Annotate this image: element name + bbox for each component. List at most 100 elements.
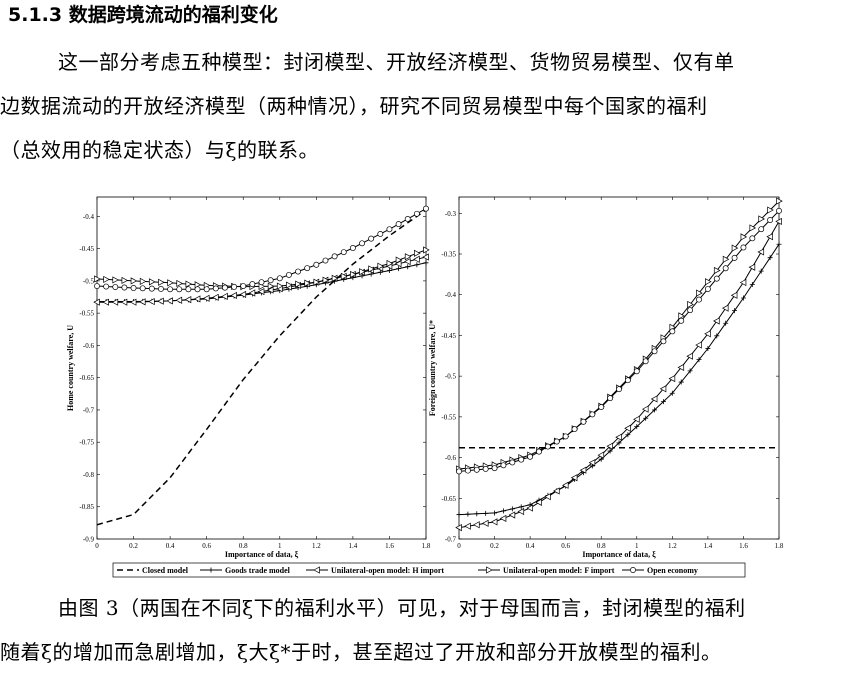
triangle-right-marker bbox=[722, 255, 730, 263]
series-path bbox=[458, 200, 780, 470]
circle-marker bbox=[139, 285, 146, 292]
legend-label: Open economy bbox=[647, 566, 698, 575]
section-heading: 5.1.3 数据跨境流动的福利变化 bbox=[8, 4, 278, 26]
plus-marker bbox=[195, 296, 201, 302]
circle-marker bbox=[276, 275, 283, 282]
circle-marker bbox=[749, 235, 756, 242]
circle-marker bbox=[473, 466, 480, 473]
triangle-left-marker bbox=[184, 296, 192, 304]
triangle-right-marker bbox=[222, 282, 229, 290]
triangle-left-marker bbox=[473, 521, 480, 529]
circle-marker bbox=[167, 286, 174, 293]
triangle-right-marker bbox=[669, 323, 677, 331]
plus-marker bbox=[185, 297, 191, 303]
triangle-right-marker bbox=[482, 462, 490, 470]
series-line bbox=[456, 207, 782, 475]
circle-marker bbox=[598, 404, 605, 411]
triangle-right-marker bbox=[491, 461, 499, 469]
plus-marker bbox=[749, 282, 755, 288]
triangle-left-marker bbox=[730, 291, 738, 299]
plus-marker bbox=[518, 504, 524, 510]
circle-marker bbox=[322, 257, 329, 264]
plus-marker bbox=[313, 282, 319, 288]
circle-marker bbox=[527, 453, 534, 460]
plus-marker bbox=[572, 476, 578, 482]
y-tick-label: -0.5 bbox=[83, 277, 95, 285]
triangle-left-marker bbox=[517, 507, 525, 516]
triangle-right-marker bbox=[167, 279, 174, 287]
home-welfare-chart: 0 0.2 0.4 0.6 0.8 1 1.2 1.4 1.6 1.8 -0.4 -0.45 -0.5 -… bbox=[66, 196, 431, 559]
y-tick-label: -0.7 bbox=[83, 406, 95, 414]
triangle-right-marker bbox=[377, 262, 385, 270]
series-line bbox=[455, 217, 782, 532]
y-tick-label: -0.3 bbox=[445, 210, 457, 218]
triangle-left-marker bbox=[499, 514, 507, 523]
legend-label: Closed model bbox=[142, 566, 189, 575]
legend-label: Unilateral-open model: F import bbox=[503, 566, 615, 575]
triangle-right-marker bbox=[176, 279, 183, 288]
circle-marker bbox=[616, 386, 622, 393]
circle-marker bbox=[94, 283, 100, 289]
triangle-right-marker bbox=[350, 270, 357, 279]
circle-marker bbox=[500, 462, 507, 469]
triangle-right-marker bbox=[731, 244, 739, 252]
triangle-right-marker bbox=[642, 355, 650, 363]
y-tick-label: -0.75 bbox=[79, 439, 94, 447]
triangle-right-marker bbox=[423, 246, 430, 254]
triangle-right-marker bbox=[185, 280, 193, 288]
triangle-right-marker bbox=[660, 334, 668, 342]
plus-marker bbox=[740, 295, 746, 301]
circle-marker bbox=[696, 296, 702, 303]
plus-marker bbox=[536, 497, 542, 503]
triangle-right-marker bbox=[249, 282, 257, 291]
triangle-right-marker bbox=[536, 446, 543, 455]
plus-marker bbox=[259, 290, 264, 296]
circle-marker bbox=[722, 265, 729, 272]
plus-marker bbox=[527, 502, 533, 508]
circle-marker bbox=[395, 221, 402, 228]
circle-marker bbox=[112, 284, 119, 290]
circle-marker bbox=[285, 271, 292, 278]
circle-marker bbox=[203, 286, 210, 293]
paragraph-line: 由图 3（两国在不同ξ下的福利水平）可见，对于母国而言，封闭模型的福利 bbox=[58, 596, 746, 620]
plus-marker bbox=[213, 295, 219, 301]
plus-marker bbox=[112, 299, 118, 305]
triangle-right-marker bbox=[456, 465, 463, 473]
triangle-right-marker bbox=[776, 197, 783, 205]
y-tick-label: -0.7 bbox=[445, 536, 457, 544]
x-tick-label: 0.2 bbox=[490, 542, 499, 550]
triangle-right-marker bbox=[158, 278, 165, 286]
plus-marker bbox=[131, 299, 137, 305]
triangle-right-marker bbox=[553, 437, 561, 445]
triangle-left-marker bbox=[93, 298, 100, 306]
triangle-left-marker bbox=[553, 487, 560, 495]
x-tick-label: 1.2 bbox=[668, 542, 677, 550]
plus-marker bbox=[240, 292, 246, 298]
discussion-paragraph: 由图 3（两国在不同ξ下的福利水平）可见，对于母国而言，封闭模型的福利 随着ξ的… bbox=[0, 586, 840, 674]
circle-marker bbox=[767, 217, 774, 223]
series-path bbox=[96, 209, 427, 526]
circle-marker bbox=[413, 210, 420, 217]
triangle-left-marker bbox=[739, 278, 747, 287]
triangle-left-marker bbox=[757, 248, 765, 256]
x-tick-label: 0.8 bbox=[597, 542, 606, 550]
triangle-right-marker bbox=[465, 464, 472, 472]
triangle-right-marker bbox=[545, 442, 552, 450]
circle-marker bbox=[660, 338, 667, 345]
triangle-left-marker bbox=[248, 289, 256, 297]
circle-marker bbox=[240, 283, 247, 289]
plus-marker bbox=[368, 271, 374, 277]
plus-marker bbox=[598, 456, 604, 462]
plus-marker bbox=[140, 298, 146, 304]
triangle-right-marker bbox=[607, 393, 614, 401]
y-tick-label: -0.4 bbox=[445, 291, 457, 299]
paragraph-line: 这一部分考虑五种模型：封闭模型、开放经济模型、货物贸易模型、仅有单 bbox=[58, 50, 735, 74]
plus-marker bbox=[776, 241, 782, 247]
triangle-left-marker bbox=[330, 274, 338, 282]
triangle-left-marker bbox=[561, 481, 569, 489]
plus-marker bbox=[643, 415, 649, 421]
triangle-right-marker bbox=[94, 275, 101, 283]
triangle-left-marker bbox=[193, 295, 201, 303]
series-path bbox=[458, 221, 780, 529]
plus-marker bbox=[492, 510, 498, 516]
